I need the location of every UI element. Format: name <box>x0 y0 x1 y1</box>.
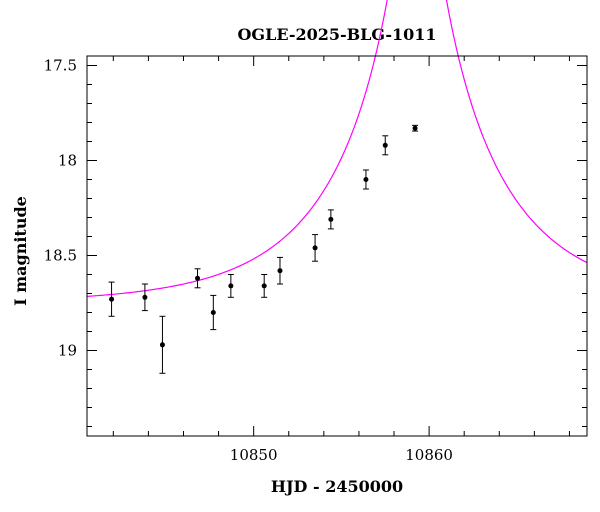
data-marker <box>412 125 418 131</box>
data-marker <box>195 275 201 281</box>
axis-ticks <box>87 56 587 436</box>
plot-frame <box>86 55 588 437</box>
data-point <box>382 135 389 156</box>
x-tick-labels: 10850 10860 <box>230 446 453 464</box>
chart-title: OGLE-2025-BLG-1011 <box>237 25 436 44</box>
y-tick-label: 18.5 <box>44 247 77 265</box>
data-points <box>108 124 419 374</box>
data-point <box>412 124 419 132</box>
data-point <box>194 268 201 289</box>
y-tick-label: 19 <box>58 342 77 360</box>
data-marker <box>142 294 148 300</box>
data-marker <box>261 283 267 289</box>
data-point <box>141 283 148 312</box>
data-point <box>108 281 115 317</box>
data-point <box>210 294 217 331</box>
x-tick-label: 10860 <box>405 446 453 464</box>
y-axis-label: I magnitude <box>11 196 30 306</box>
data-point <box>312 234 319 262</box>
model-curve <box>86 0 588 298</box>
data-point <box>327 209 334 230</box>
y-tick-labels: 17.5 18 18.5 19 <box>44 57 77 360</box>
data-marker <box>228 283 234 289</box>
data-marker <box>159 342 165 348</box>
data-marker <box>382 142 388 148</box>
y-tick-label: 18 <box>58 152 77 170</box>
data-point <box>261 274 268 298</box>
data-marker <box>328 216 334 222</box>
data-marker <box>109 296 115 302</box>
x-tick-label: 10850 <box>230 446 278 464</box>
data-point <box>362 169 369 190</box>
y-tick-label: 17.5 <box>44 57 77 75</box>
data-marker <box>210 310 216 315</box>
data-point <box>276 256 283 285</box>
data-marker <box>277 268 283 274</box>
data-marker <box>312 245 318 251</box>
data-point <box>227 274 234 298</box>
x-axis-label: HJD - 2450000 <box>271 477 403 496</box>
data-point <box>159 315 166 374</box>
data-marker <box>363 177 369 182</box>
